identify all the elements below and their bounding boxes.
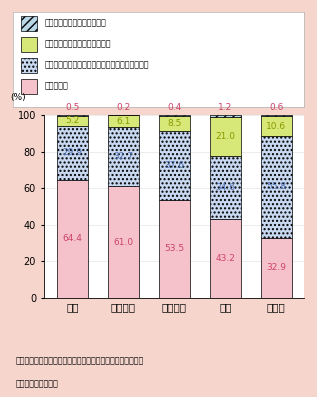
Text: 1.2: 1.2 bbox=[218, 103, 232, 112]
Text: 10.6: 10.6 bbox=[266, 121, 286, 131]
Text: 健康である: 健康である bbox=[45, 82, 68, 91]
Bar bbox=[210, 156, 241, 219]
Bar bbox=[22, 37, 37, 52]
Bar bbox=[108, 127, 139, 186]
Bar bbox=[159, 131, 190, 200]
Text: 0.2: 0.2 bbox=[116, 103, 131, 112]
Text: 34.6: 34.6 bbox=[215, 183, 235, 192]
Bar bbox=[210, 115, 241, 118]
Bar bbox=[108, 186, 139, 298]
Bar bbox=[22, 58, 37, 73]
Text: 29.9: 29.9 bbox=[62, 148, 82, 157]
Bar bbox=[159, 115, 190, 116]
Text: 53.5: 53.5 bbox=[164, 245, 184, 253]
Text: 37.6: 37.6 bbox=[164, 161, 184, 170]
Bar bbox=[159, 200, 190, 298]
Bar bbox=[57, 180, 88, 298]
Text: 資料：内閣府「高齢者の生活と意識に関する国際比較調査」: 資料：内閣府「高齢者の生活と意識に関する国際比較調査」 bbox=[16, 357, 144, 366]
Text: 5.2: 5.2 bbox=[65, 116, 80, 125]
Text: 病気がちで、寝込むことがある: 病気がちで、寝込むことがある bbox=[45, 40, 111, 49]
Bar bbox=[210, 219, 241, 298]
Bar bbox=[57, 115, 88, 116]
Text: 64.4: 64.4 bbox=[62, 235, 82, 243]
Bar bbox=[57, 125, 88, 180]
Bar bbox=[108, 116, 139, 127]
Bar bbox=[261, 116, 292, 136]
Text: 0.4: 0.4 bbox=[167, 103, 181, 112]
Text: 55.8: 55.8 bbox=[266, 182, 286, 191]
Bar bbox=[57, 116, 88, 125]
Text: 0.5: 0.5 bbox=[65, 103, 80, 112]
Text: 21.0: 21.0 bbox=[215, 132, 235, 141]
Bar bbox=[261, 238, 292, 298]
Bar bbox=[261, 115, 292, 116]
Text: 43.2: 43.2 bbox=[215, 254, 235, 263]
Bar bbox=[22, 16, 37, 31]
Bar bbox=[22, 79, 37, 94]
Text: 32.7: 32.7 bbox=[113, 152, 133, 161]
Bar bbox=[159, 116, 190, 131]
Text: 32.9: 32.9 bbox=[266, 263, 286, 272]
Text: 61.0: 61.0 bbox=[113, 237, 133, 247]
Text: （平成８年）: （平成８年） bbox=[16, 379, 58, 388]
Text: (%): (%) bbox=[10, 93, 26, 102]
Bar bbox=[210, 118, 241, 156]
Text: 0.6: 0.6 bbox=[269, 103, 283, 112]
Text: 6.1: 6.1 bbox=[116, 117, 131, 125]
Text: あまり健康であるとはいえないが、病気ではない: あまり健康であるとはいえないが、病気ではない bbox=[45, 61, 149, 70]
Text: 病気で、一日中寝込んでいる: 病気で、一日中寝込んでいる bbox=[45, 19, 107, 28]
Bar bbox=[261, 136, 292, 238]
Text: 8.5: 8.5 bbox=[167, 119, 182, 128]
